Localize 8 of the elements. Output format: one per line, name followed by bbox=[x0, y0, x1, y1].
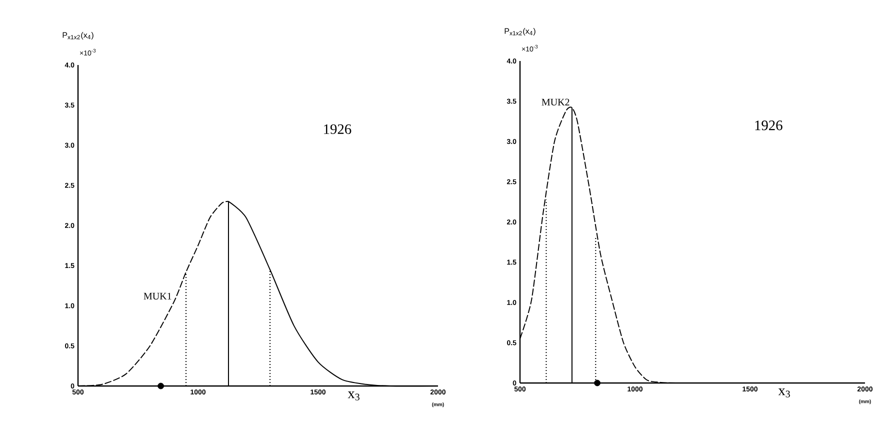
annotation: MUK1 bbox=[144, 292, 172, 300]
y-axis-title: P$_{x1x2}$(x$_{4}$) bbox=[62, 32, 94, 40]
x-axis-title: x$_{3}$ bbox=[778, 388, 790, 398]
y-axis-title: P$_{x1x2}$(x$_{4}$) bbox=[504, 28, 536, 36]
annotation: 1926 bbox=[324, 124, 352, 134]
annotation: MUK2 bbox=[542, 98, 570, 106]
x-axis-title: x$_{3}$ bbox=[348, 392, 360, 400]
annotation: 1926 bbox=[755, 120, 782, 130]
